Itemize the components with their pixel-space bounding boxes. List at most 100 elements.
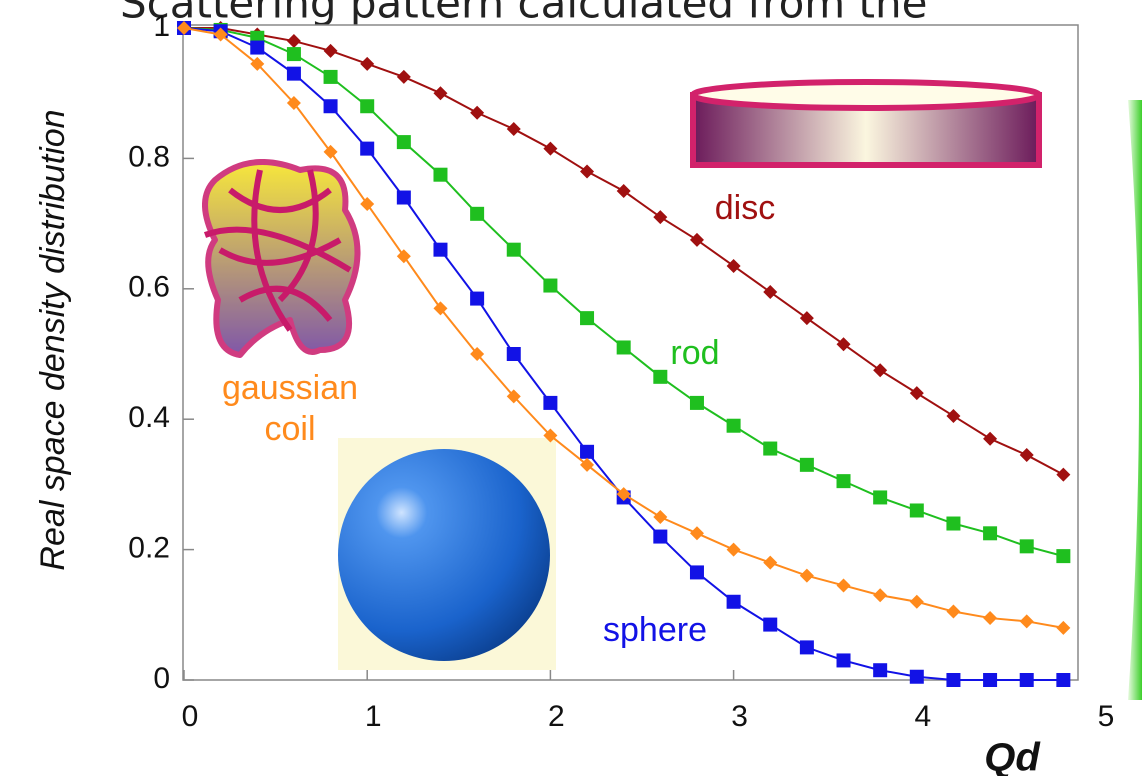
marker: [580, 311, 595, 326]
x-tick-label: 3: [731, 700, 748, 733]
marker: [836, 578, 851, 593]
x-axis-label: Qd: [984, 736, 1041, 776]
y-tick-label: 0.2: [128, 532, 170, 565]
marker: [983, 526, 998, 541]
marker: [946, 673, 961, 687]
marker: [323, 69, 338, 84]
marker: [799, 568, 814, 583]
marker: [763, 555, 778, 570]
marker: [799, 640, 814, 655]
marker: [1019, 614, 1034, 629]
marker: [909, 594, 924, 609]
marker: [396, 69, 411, 84]
marker: [543, 395, 558, 410]
marker: [250, 56, 265, 71]
marker: [1056, 673, 1071, 687]
marker: [506, 122, 521, 137]
marker: [396, 190, 411, 205]
marker: [763, 617, 778, 632]
marker: [946, 516, 961, 531]
marker: [470, 206, 485, 221]
marker: [653, 369, 668, 384]
marker: [506, 389, 521, 404]
marker: [616, 184, 631, 198]
marker: [286, 34, 301, 49]
y-tick-label: 0.6: [128, 271, 170, 304]
marker: [580, 444, 595, 459]
marker: [1056, 549, 1071, 564]
marker: [323, 144, 338, 159]
marker: [763, 285, 778, 300]
marker: [873, 490, 888, 505]
marker: [763, 441, 778, 456]
x-tick-label: 4: [914, 700, 931, 733]
marker: [433, 167, 448, 182]
marker: [580, 457, 595, 472]
x-tick-label: 0: [182, 700, 199, 733]
marker: [286, 47, 301, 62]
x-tick-label: 5: [1098, 700, 1115, 733]
y-tick-label: 0.8: [128, 140, 170, 173]
title: Scattering pattern calculated from the: [120, 0, 927, 28]
marker: [726, 258, 741, 273]
marker: [909, 386, 924, 401]
marker: [1019, 448, 1034, 463]
marker: [616, 487, 631, 502]
marker: [506, 347, 521, 361]
marker: [983, 673, 998, 687]
marker: [360, 197, 375, 212]
marker: [653, 529, 668, 544]
marker: [360, 99, 375, 114]
marker: [799, 311, 814, 326]
series-label-box: gaussian coil: [222, 369, 358, 448]
coil-illustration: [202, 159, 361, 358]
marker: [543, 141, 558, 156]
marker: [433, 242, 448, 257]
y-tick-label: 1: [153, 10, 170, 43]
y-tick-label: 0: [153, 662, 170, 695]
marker: [286, 95, 301, 110]
marker: [689, 526, 704, 541]
marker: [653, 210, 668, 225]
marker: [323, 99, 338, 114]
marker: [836, 653, 851, 668]
marker: [1019, 673, 1034, 687]
marker: [470, 347, 485, 361]
disc-illustration: [690, 79, 1042, 168]
marker: [873, 663, 888, 678]
marker: [983, 611, 998, 626]
marker: [396, 135, 411, 150]
marker: [873, 588, 888, 603]
marker: [286, 66, 301, 81]
marker: [543, 428, 558, 443]
marker: [506, 242, 521, 257]
marker: [250, 40, 265, 55]
marker: [689, 565, 704, 580]
marker: [323, 43, 338, 58]
series-label: rod: [670, 334, 719, 372]
x-tick-label: 1: [365, 700, 382, 733]
decoration: [1128, 100, 1142, 700]
marker: [726, 418, 741, 433]
x-tick-label: 2: [548, 700, 565, 733]
marker: [726, 594, 741, 609]
marker: [1056, 467, 1071, 482]
marker: [653, 510, 668, 524]
marker: [909, 669, 924, 684]
marker: [726, 542, 741, 557]
marker: [213, 27, 228, 42]
sphere-illustration: [338, 449, 550, 661]
marker: [689, 232, 704, 247]
marker: [396, 249, 411, 264]
series-label: sphere: [603, 611, 707, 649]
marker: [983, 431, 998, 446]
marker: [799, 457, 814, 472]
marker: [360, 141, 375, 156]
y-axis-label: Real space density distribution: [34, 109, 72, 570]
marker: [946, 604, 961, 619]
marker: [836, 337, 851, 352]
marker: [433, 86, 448, 101]
marker: [470, 105, 485, 120]
